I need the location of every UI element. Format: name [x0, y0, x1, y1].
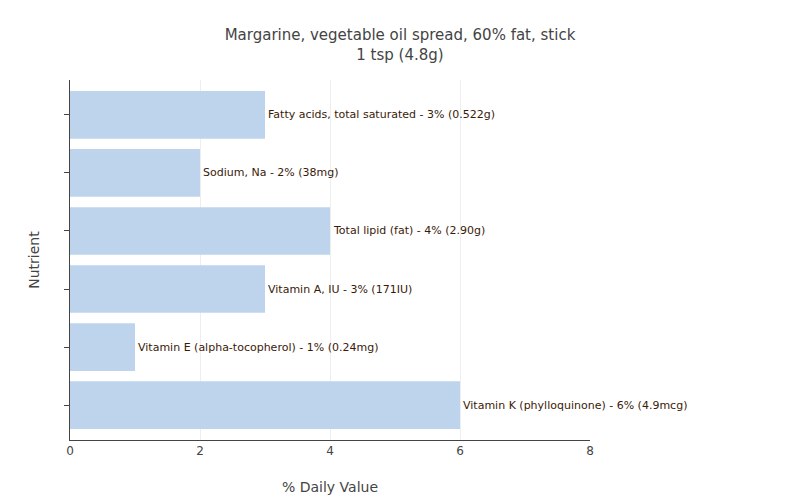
svg-text:2: 2: [196, 444, 204, 458]
svg-text:Total lipid (fat) - 4% (2.90g): Total lipid (fat) - 4% (2.90g): [333, 224, 485, 237]
svg-text:Vitamin K (phylloquinone) - 6%: Vitamin K (phylloquinone) - 6% (4.9mcg): [463, 399, 687, 412]
svg-text:6: 6: [456, 444, 464, 458]
svg-text:Vitamin A, IU - 3% (171IU): Vitamin A, IU - 3% (171IU): [268, 283, 412, 296]
svg-text:Sodium, Na - 2% (38mg): Sodium, Na - 2% (38mg): [203, 166, 339, 179]
svg-text:Vitamin E (alpha-tocopherol) -: Vitamin E (alpha-tocopherol) - 1% (0.24m…: [138, 341, 378, 354]
svg-text:Nutrient: Nutrient: [26, 231, 42, 289]
svg-text:8: 8: [586, 444, 594, 458]
svg-text:4: 4: [326, 444, 334, 458]
svg-text:Fatty acids, total saturated -: Fatty acids, total saturated - 3% (0.522…: [268, 108, 495, 121]
svg-text:0: 0: [66, 444, 74, 458]
svg-text:Margarine, vegetable oil sprea: Margarine, vegetable oil spread, 60% fat…: [225, 26, 576, 64]
svg-text:% Daily Value: % Daily Value: [282, 479, 378, 495]
